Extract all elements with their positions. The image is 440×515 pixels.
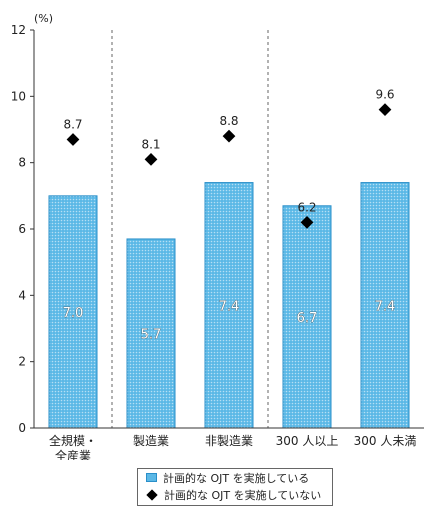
bar-value-label: 7.0 xyxy=(63,306,84,321)
category-label: 全産業 xyxy=(55,448,91,460)
category-label: 300 人未満 xyxy=(354,434,417,448)
bar-value-label: 6.7 xyxy=(297,311,318,326)
legend-item-bar: 計画的な OJT を実施している xyxy=(138,469,332,486)
y-unit-label: (%) xyxy=(34,12,53,25)
point-value-label: 6.2 xyxy=(297,200,316,214)
legend-bar-swatch xyxy=(146,473,157,482)
y-tick-label: 2 xyxy=(18,355,26,369)
bar xyxy=(282,205,332,429)
category-label: 製造業 xyxy=(133,434,169,448)
y-tick-label: 4 xyxy=(18,288,26,302)
y-tick-label: 6 xyxy=(18,222,26,236)
point-diamond xyxy=(144,152,158,166)
point-value-label: 8.8 xyxy=(219,114,238,128)
y-tick-label: 10 xyxy=(11,89,26,103)
point-diamond xyxy=(300,216,314,229)
point-value-label: 8.7 xyxy=(63,117,82,131)
y-tick-label: 0 xyxy=(18,421,26,435)
point-diamond xyxy=(222,129,236,143)
point-diamond xyxy=(66,133,80,146)
bar xyxy=(204,182,254,429)
bar xyxy=(360,182,410,429)
y-tick-label: 12 xyxy=(11,23,26,37)
point-value-label: 8.1 xyxy=(141,137,160,151)
legend: 計画的な OJT を実施している 計画的な OJT を実施していない xyxy=(137,468,333,506)
legend-marker-label: 計画的な OJT を実施していない xyxy=(164,488,322,502)
category-label: 非製造業 xyxy=(205,434,253,448)
point-value-label: 9.6 xyxy=(375,88,394,102)
legend-diamond-icon xyxy=(146,488,158,501)
category-label: 300 人以上 xyxy=(276,434,339,448)
bar xyxy=(48,195,98,429)
bar xyxy=(126,238,176,429)
y-tick-label: 8 xyxy=(18,156,26,170)
legend-bar-label: 計画的な OJT を実施している xyxy=(163,471,310,485)
legend-item-marker: 計画的な OJT を実施していない xyxy=(138,486,332,503)
chart: (%) 0 2 4 6 8 10 12 全規模・全産業 製造業 非製造業 300 人以上 300 人未… xyxy=(11,12,424,460)
bar-value-label: 5.7 xyxy=(141,327,162,342)
category-label: 全規模・ xyxy=(49,433,97,448)
bar-value-label: 7.4 xyxy=(375,299,396,314)
bar-value-label: 7.4 xyxy=(219,299,240,314)
point-diamond xyxy=(378,103,392,116)
